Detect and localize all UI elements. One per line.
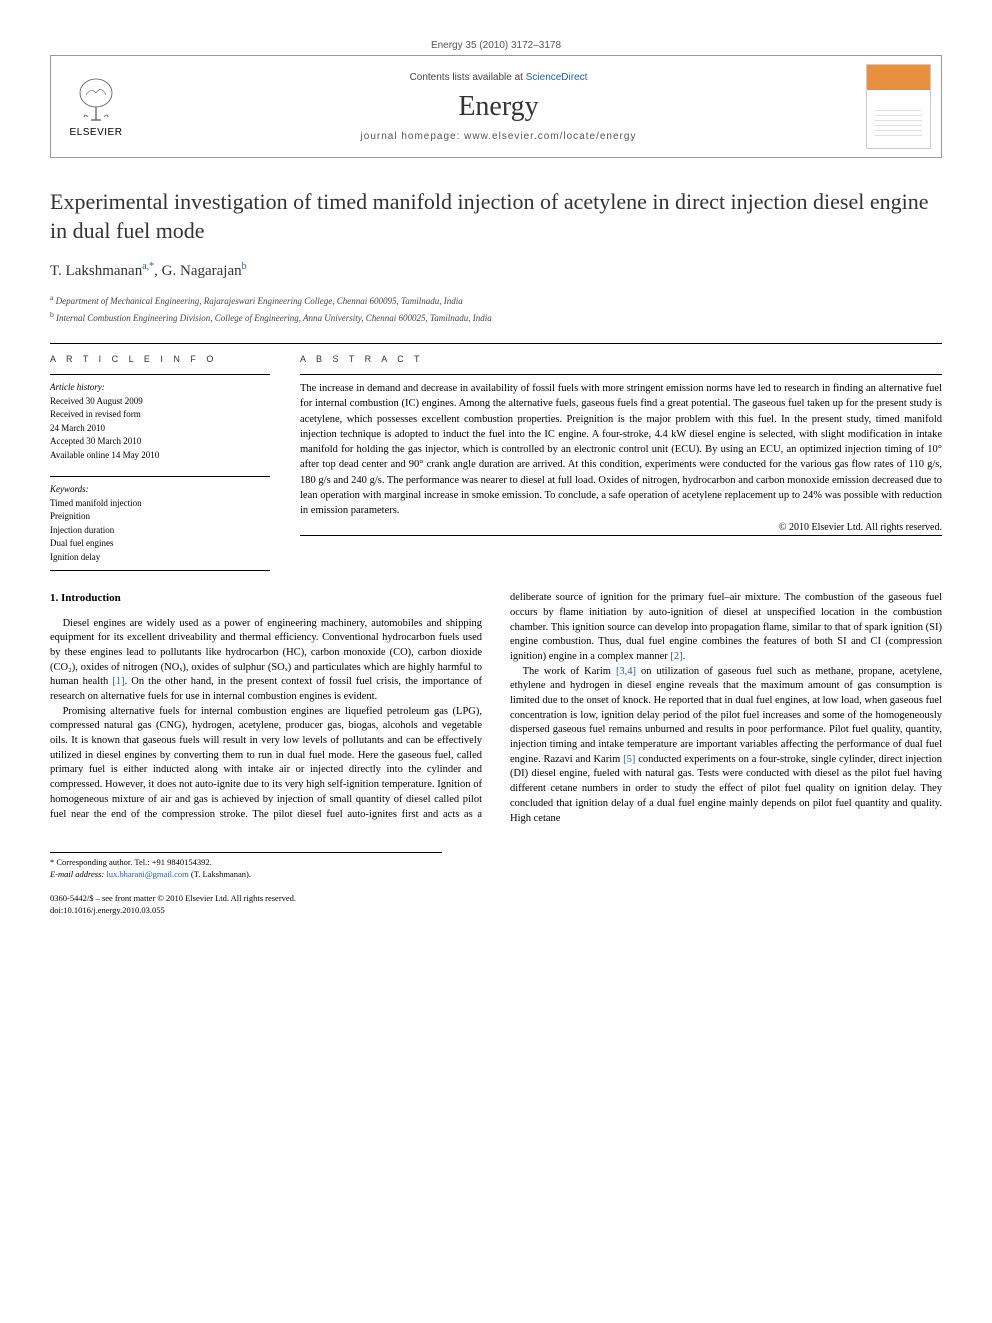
journal-homepage: journal homepage: www.elsevier.com/locat… (141, 131, 856, 142)
paragraph: Diesel engines are widely used as a powe… (50, 617, 482, 705)
authors: T. Lakshmanana,*, G. Nagarajanb (50, 261, 942, 280)
publisher-name: ELSEVIER (70, 127, 123, 138)
author-2: G. Nagarajan (162, 263, 242, 279)
footnotes: * Corresponding author. Tel.: +91 984015… (50, 852, 442, 881)
abstract-panel: A B S T R A C T The increase in demand a… (300, 354, 942, 571)
article-info-panel: A R T I C L E I N F O Article history: R… (50, 354, 270, 571)
abstract-copyright: © 2010 Elsevier Ltd. All rights reserved… (300, 522, 942, 533)
contents-available: Contents lists available at ScienceDirec… (141, 72, 856, 83)
journal-name: Energy (141, 91, 856, 123)
sciencedirect-link[interactable]: ScienceDirect (526, 72, 588, 83)
abstract-head: A B S T R A C T (300, 354, 942, 364)
citation: Energy 35 (2010) 3172–3178 (50, 40, 942, 51)
author-1: T. Lakshmanan (50, 263, 142, 279)
copyright-footer: 0360-5442/$ – see front matter © 2010 El… (50, 893, 942, 917)
ref-link[interactable]: [5] (623, 754, 635, 765)
article-info-head: A R T I C L E I N F O (50, 354, 270, 364)
journal-cover-thumb (866, 64, 931, 149)
article-title: Experimental investigation of timed mani… (50, 188, 942, 245)
ref-link[interactable]: [1] (112, 676, 124, 687)
elsevier-tree-icon (71, 75, 121, 125)
email-link[interactable]: lux.bharani@gmail.com (106, 869, 188, 879)
paragraph: The work of Karim [3,4] on utilization o… (510, 665, 942, 827)
ref-link[interactable]: [2] (670, 651, 682, 662)
article-history: Article history: Received 30 August 2009… (50, 374, 270, 462)
affiliations: a Department of Mechanical Engineering, … (50, 292, 942, 325)
journal-header: ELSEVIER Contents lists available at Sci… (50, 55, 942, 158)
publisher-logo: ELSEVIER (61, 67, 131, 147)
keywords: Keywords: Timed manifold injection Preig… (50, 476, 270, 571)
section-1-heading: 1. Introduction (50, 591, 482, 606)
ref-link[interactable]: [3,4] (616, 666, 636, 677)
abstract-text: The increase in demand and decrease in a… (300, 374, 942, 518)
article-body: 1. Introduction Diesel engines are widel… (50, 591, 942, 826)
